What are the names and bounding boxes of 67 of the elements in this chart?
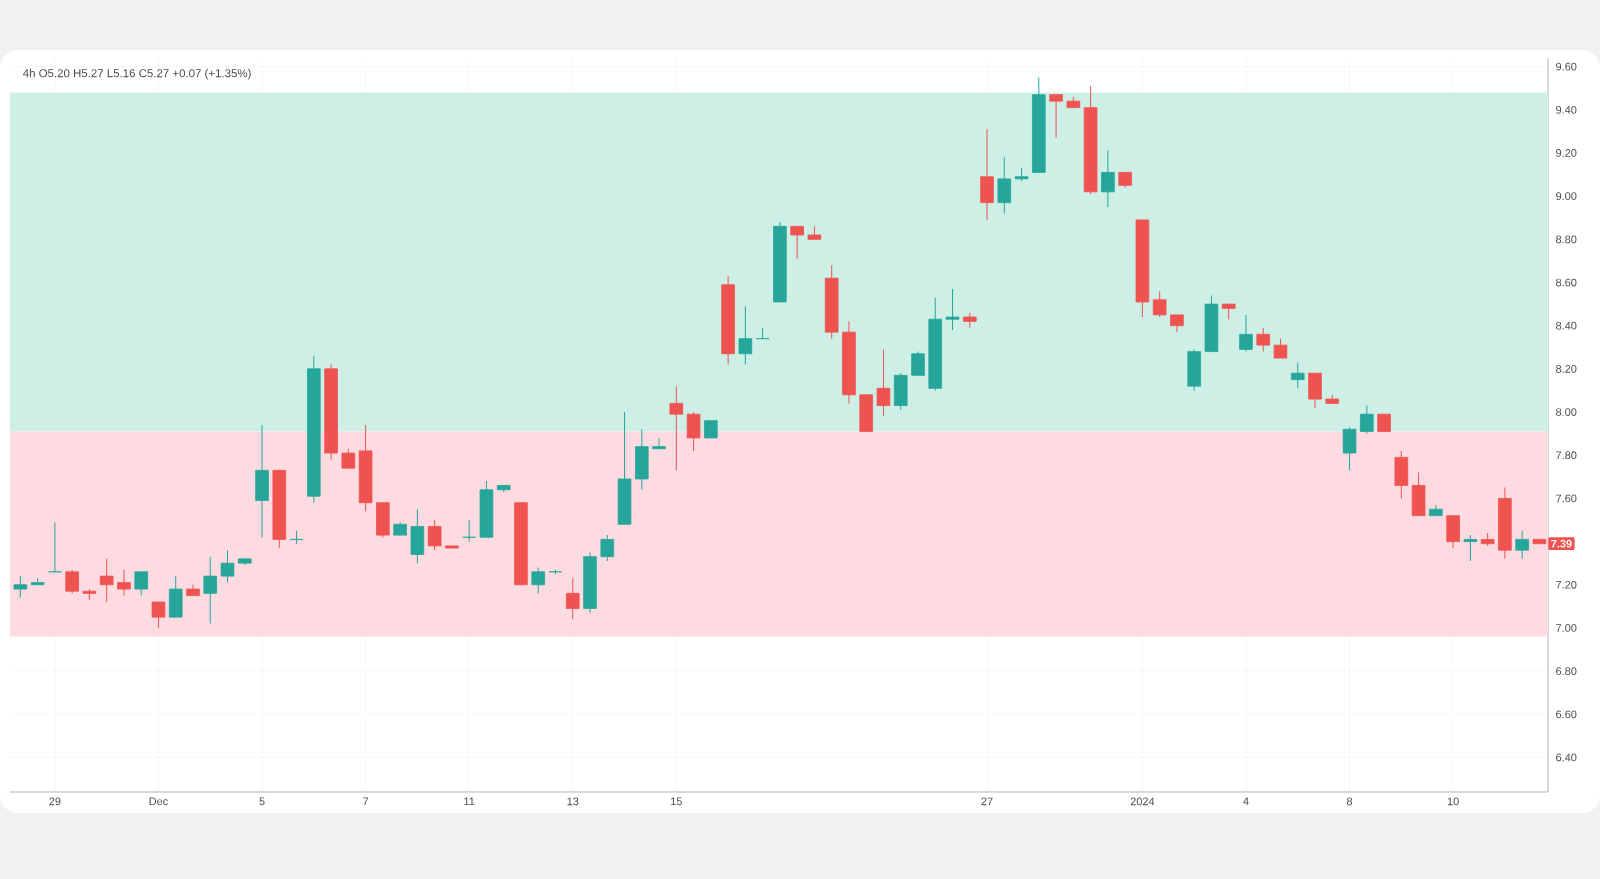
y-tick-label: 7.20 <box>1556 580 1577 589</box>
x-tick-label: 5 <box>259 797 265 806</box>
y-tick-label: 9.00 <box>1556 192 1577 201</box>
candlestick <box>945 288 960 331</box>
candlestick <box>13 575 28 599</box>
x-tick-label: 2024 <box>1130 797 1155 806</box>
candlestick <box>790 225 804 260</box>
y-tick-label: 6.60 <box>1556 710 1577 719</box>
candlestick <box>1049 94 1063 139</box>
candlestick <box>600 534 615 562</box>
candlestick <box>669 385 684 471</box>
y-tick-label: 8.00 <box>1556 408 1577 416</box>
candlestick <box>1101 150 1115 208</box>
candlestick <box>686 411 701 452</box>
annotation: 7.39 <box>1551 539 1572 548</box>
candlestick <box>1152 290 1167 318</box>
x-tick-label: 7 <box>363 797 369 806</box>
y-tick-label: 6.40 <box>1556 753 1577 762</box>
x-tick-label: 11 <box>464 797 475 806</box>
text: 4h O5.20 H5.27 L5.16 C5.27 +0.07 (+1.35%) <box>23 68 251 80</box>
x-tick-label: 15 <box>671 797 682 806</box>
candlestick <box>911 351 925 376</box>
candlestick <box>1342 426 1357 471</box>
x-tick-label: 27 <box>981 797 993 806</box>
candlestick <box>738 305 753 366</box>
x-tick-label: 29 <box>49 797 61 806</box>
candlestick <box>48 521 62 573</box>
candlestick <box>1290 361 1305 389</box>
candlestick <box>531 566 545 594</box>
x-tick-label: 8 <box>1346 797 1353 806</box>
candlestick <box>289 530 304 545</box>
candlestick <box>220 549 235 584</box>
y-tick-label: 8.80 <box>1556 235 1577 244</box>
candlestick <box>565 577 580 620</box>
y-tick-label: 9.60 <box>1556 62 1577 71</box>
y-tick-label: 7.00 <box>1556 624 1577 632</box>
y-tick-label: 7.60 <box>1556 494 1577 503</box>
x-tick-label: 10 <box>1447 797 1459 806</box>
candlestick <box>1515 530 1529 560</box>
candlestick <box>134 571 148 597</box>
y-tick-label: 8.40 <box>1556 321 1577 330</box>
candlestick <box>652 437 666 450</box>
candlestick <box>997 156 1012 214</box>
candlestick <box>151 601 166 629</box>
y-tick-label: 8.20 <box>1556 364 1577 373</box>
candlestick <box>99 558 114 603</box>
y-tick-label: 6.80 <box>1556 667 1577 675</box>
candlestick <box>65 569 79 594</box>
y-tick-label: 7.80 <box>1556 451 1577 460</box>
x-tick-label: Dec <box>149 797 168 806</box>
candlestick <box>1463 534 1478 562</box>
candlestick <box>1273 338 1288 359</box>
y-tick-label: 9.20 <box>1556 149 1577 157</box>
candlestick <box>755 327 770 340</box>
candlestick <box>462 519 476 543</box>
candlestick <box>1239 314 1253 353</box>
candlestick <box>876 348 891 417</box>
x-tick-label: 13 <box>567 797 579 806</box>
candlestick <box>1256 327 1271 353</box>
candlestick <box>117 569 131 597</box>
candlestick <box>1360 405 1374 435</box>
candlestick <box>427 519 442 551</box>
candlestick <box>203 556 218 625</box>
y-tick-label: 8.60 <box>1556 278 1577 287</box>
y-tick-label: 9.40 <box>1556 105 1577 114</box>
x-tick-label: 4 <box>1243 797 1249 806</box>
candlestick <box>341 448 356 469</box>
